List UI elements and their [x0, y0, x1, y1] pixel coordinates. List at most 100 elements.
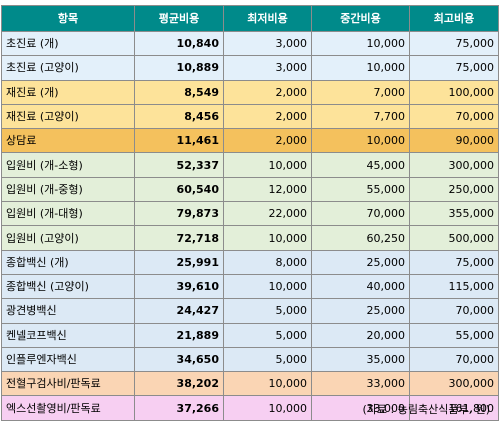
table-row: 종합백신 (고양이) 39,610 10,000 40,000 115,000 [1, 273, 499, 300]
cell-item: 엑스선촬영비/판독료 [1, 395, 135, 421]
cell-mid-cost: 7,700 [311, 103, 410, 130]
cell-min-cost: 3,000 [223, 55, 312, 81]
cell-item: 재진료 (개) [1, 79, 135, 105]
cell-avg-cost: 11,461 [134, 128, 224, 154]
cell-item: 초진료 (고양이) [1, 55, 135, 81]
cell-min-cost: 5,000 [223, 346, 312, 373]
cell-item: 초진료 (개) [1, 30, 135, 57]
cell-avg-cost: 79,873 [134, 201, 224, 227]
header-item: 항목 [1, 5, 135, 32]
cell-max-cost: 70,000 [409, 103, 499, 130]
cell-mid-cost: 35,000 [311, 346, 410, 373]
cell-avg-cost: 37,266 [134, 395, 224, 421]
table-row: 엑스선촬영비/판독료 37,266 10,000 33,000 161,800 [1, 395, 499, 421]
cell-max-cost: 300,000 [409, 152, 499, 178]
cell-max-cost: 355,000 [409, 201, 499, 227]
cell-max-cost: 161,800 [409, 395, 499, 421]
cell-item: 입원비 (개-소형) [1, 152, 135, 178]
cell-max-cost: 500,000 [409, 225, 499, 251]
cell-mid-cost: 45,000 [311, 152, 410, 178]
vet-fee-table: 항목 평균비용 최저비용 중간비용 최고비용 초진료 (개) 10,840 3,00… [1, 5, 499, 421]
cell-avg-cost: 72,718 [134, 225, 224, 251]
cell-item: 입원비 (개-중형) [1, 176, 135, 203]
table-row: 종합백신 (개) 25,991 8,000 25,000 75,000 [1, 249, 499, 275]
cell-item: 종합백신 (개) [1, 249, 135, 275]
cell-max-cost: 75,000 [409, 55, 499, 81]
cell-min-cost: 10,000 [223, 273, 312, 300]
cell-mid-cost: 40,000 [311, 273, 410, 300]
cell-item: 켄넬코프백신 [1, 322, 135, 348]
cell-min-cost: 3,000 [223, 30, 312, 57]
table-row: 광견병백신 24,427 5,000 25,000 70,000 [1, 298, 499, 324]
cell-item: 인플루엔자백신 [1, 346, 135, 373]
table-body: 초진료 (개) 10,840 3,000 10,000 75,000 초진료 (고양이) 1… [1, 30, 499, 421]
cell-min-cost: 5,000 [223, 298, 312, 324]
table-row: 입원비 (개-대형) 79,873 22,000 70,000 355,000 [1, 201, 499, 227]
cell-min-cost: 22,000 [223, 201, 312, 227]
cell-mid-cost: 7,000 [311, 79, 410, 105]
cell-max-cost: 70,000 [409, 298, 499, 324]
table-row: 켄넬코프백신 21,889 5,000 20,000 55,000 [1, 322, 499, 348]
cell-avg-cost: 25,991 [134, 249, 224, 275]
cell-avg-cost: 21,889 [134, 322, 224, 348]
header-row: 항목 평균비용 최저비용 중간비용 최고비용 [1, 5, 499, 32]
cell-max-cost: 100,000 [409, 79, 499, 105]
cell-item: 재진료 (고양이) [1, 103, 135, 130]
cell-item: 입원비 (개-대형) [1, 201, 135, 227]
cell-min-cost: 5,000 [223, 322, 312, 348]
cell-max-cost: 75,000 [409, 30, 499, 57]
table-row: 인플루엔자백신 34,650 5,000 35,000 70,000 [1, 346, 499, 373]
cell-max-cost: 55,000 [409, 322, 499, 348]
source-note: (자료 : 농림축산식품부, 원) [362, 403, 490, 416]
cell-mid-cost: 25,000 [311, 298, 410, 324]
table-row: 초진료 (고양이) 10,889 3,000 10,000 75,000 [1, 55, 499, 81]
header-mid-cost: 중간비용 [311, 5, 410, 32]
cell-mid-cost: 60,250 [311, 225, 410, 251]
cell-mid-cost: 25,000 [311, 249, 410, 275]
cell-min-cost: 12,000 [223, 176, 312, 203]
cell-avg-cost: 38,202 [134, 371, 224, 397]
cell-max-cost: 70,000 [409, 346, 499, 373]
header-max-cost: 최고비용 [409, 5, 499, 32]
table-row: 전혈구검사비/판독료 38,202 10,000 33,000 300,000 [1, 371, 499, 397]
cell-min-cost: 8,000 [223, 249, 312, 275]
cell-mid-cost: 10,000 [311, 55, 410, 81]
header-avg-cost: 평균비용 [134, 5, 224, 32]
cell-avg-cost: 34,650 [134, 346, 224, 373]
cell-min-cost: 10,000 [223, 152, 312, 178]
cell-item: 광견병백신 [1, 298, 135, 324]
table-row: 상담료 11,461 2,000 10,000 90,000 [1, 128, 499, 154]
cell-mid-cost: 70,000 [311, 201, 410, 227]
cell-max-cost: 75,000 [409, 249, 499, 275]
cell-avg-cost: 39,610 [134, 273, 224, 300]
cell-max-cost: 90,000 [409, 128, 499, 154]
cell-min-cost: 10,000 [223, 371, 312, 397]
table-row: 재진료 (개) 8,549 2,000 7,000 100,000 [1, 79, 499, 105]
cell-avg-cost: 60,540 [134, 176, 224, 203]
cell-avg-cost: 10,889 [134, 55, 224, 81]
cell-mid-cost: 55,000 [311, 176, 410, 203]
cell-min-cost: 10,000 [223, 395, 312, 421]
header-min-cost: 최저비용 [223, 5, 312, 32]
cell-min-cost: 10,000 [223, 225, 312, 251]
cell-avg-cost: 24,427 [134, 298, 224, 324]
cell-item: 전혈구검사비/판독료 [1, 371, 135, 397]
cell-max-cost: 115,000 [409, 273, 499, 300]
table-row: 입원비 (개-중형) 60,540 12,000 55,000 250,000 [1, 176, 499, 203]
cell-item: 입원비 (고양이) [1, 225, 135, 251]
cell-avg-cost: 8,549 [134, 79, 224, 105]
table-row: 입원비 (고양이) 72,718 10,000 60,250 500,000 [1, 225, 499, 251]
table-row: 재진료 (고양이) 8,456 2,000 7,700 70,000 [1, 103, 499, 130]
cell-min-cost: 2,000 [223, 79, 312, 105]
cell-max-cost: 300,000 [409, 371, 499, 397]
cell-item: 종합백신 (고양이) [1, 273, 135, 300]
cell-min-cost: 2,000 [223, 128, 312, 154]
cell-item: 상담료 [1, 128, 135, 154]
cell-min-cost: 2,000 [223, 103, 312, 130]
cell-mid-cost: 10,000 [311, 128, 410, 154]
cell-avg-cost: 8,456 [134, 103, 224, 130]
table-row: 입원비 (개-소형) 52,337 10,000 45,000 300,000 [1, 152, 499, 178]
cell-mid-cost: 33,000 [311, 371, 410, 397]
table-row: 초진료 (개) 10,840 3,000 10,000 75,000 [1, 30, 499, 57]
cell-mid-cost: 20,000 [311, 322, 410, 348]
